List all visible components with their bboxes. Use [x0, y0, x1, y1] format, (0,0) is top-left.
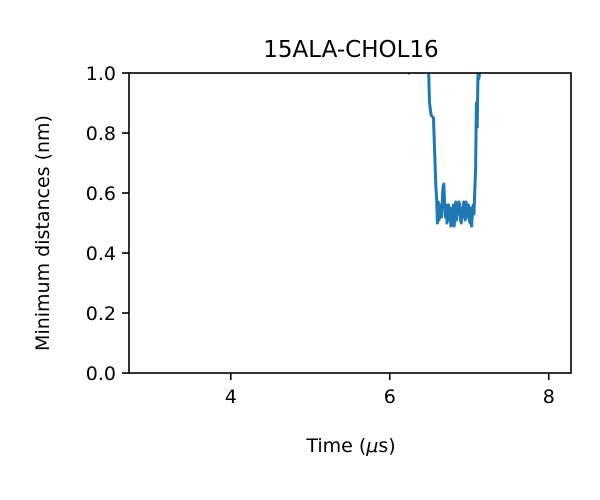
x-axis-label-suffix: s)	[378, 435, 395, 457]
y-tick-label: 0.4	[86, 243, 116, 265]
plot-area	[128, 72, 572, 374]
x-axis-label: Time (μs)	[305, 435, 395, 457]
y-tick-label: 0.6	[86, 183, 116, 205]
y-tick-label: 0.2	[86, 303, 116, 325]
chart-title: 15ALA-CHOL16	[263, 37, 438, 63]
y-tick-label: 1.0	[86, 63, 116, 85]
y-tick-label: 0.8	[86, 123, 116, 145]
y-axis-label: Minimum distances (nm)	[32, 115, 54, 351]
y-tick-label: 0.0	[86, 363, 116, 385]
x-tick-label: 8	[543, 386, 555, 408]
x-axis-label-prefix: Time (	[305, 435, 366, 457]
series-line-0	[427, 73, 482, 228]
x-tick-label: 4	[225, 386, 237, 408]
x-axis-ticks: 4 6 8	[225, 373, 555, 408]
series-group	[407, 73, 482, 228]
x-tick-label: 6	[384, 386, 396, 408]
x-axis-label-symbol: μ	[365, 435, 378, 457]
y-axis-ticks: 0.0 0.2 0.4 0.6 0.8 1.0	[86, 63, 129, 385]
axes-frame	[128, 72, 572, 374]
